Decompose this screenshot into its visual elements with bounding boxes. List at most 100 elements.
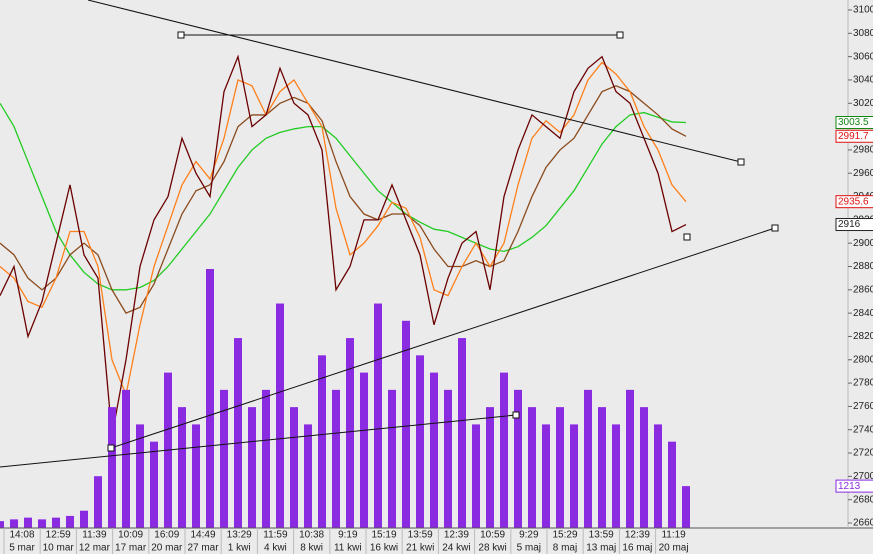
volume-bar <box>290 407 298 528</box>
handle[interactable] <box>616 31 624 39</box>
last-value-tag <box>835 479 873 493</box>
volume-bar <box>248 407 256 528</box>
volume-bar <box>626 389 634 528</box>
x-time-label: 14:49 <box>190 530 215 541</box>
price-line <box>0 102 687 291</box>
x-date-label: 10 mar <box>43 543 75 554</box>
y-tick-label: 2660 <box>853 518 873 529</box>
y-tick-label: 3040 <box>853 75 873 86</box>
x-time-label: 16:09 <box>154 530 179 541</box>
x-date-label: 20 mar <box>151 543 183 554</box>
x-time-label: 12:39 <box>625 530 650 541</box>
handle[interactable] <box>512 411 520 419</box>
volume-bar <box>108 407 116 528</box>
volume-bar <box>220 389 228 528</box>
x-time-label: 13:59 <box>408 530 433 541</box>
handle[interactable] <box>177 31 185 39</box>
x-date-label: 20 maj <box>659 543 689 554</box>
volume-bar <box>654 424 662 528</box>
volume-bar <box>486 407 494 528</box>
x-date-label: 8 maj <box>553 543 577 554</box>
x-time-label: 10:59 <box>480 530 505 541</box>
handle[interactable] <box>107 444 115 452</box>
trendlines <box>0 0 779 468</box>
volume-bar <box>472 424 480 528</box>
volume-bar <box>416 355 424 528</box>
x-time-label: 10:38 <box>299 530 324 541</box>
x-time-label: 9:19 <box>338 530 358 541</box>
x-time-label: 15:19 <box>371 530 396 541</box>
y-tick-label: 2980 <box>853 145 873 156</box>
volume-bar <box>24 517 32 528</box>
volume-bar <box>528 407 536 528</box>
y-tick-label: 3020 <box>853 98 873 109</box>
volume-bar <box>458 338 466 528</box>
volume-bar <box>430 372 438 528</box>
price-line <box>0 85 687 314</box>
handle[interactable] <box>737 158 745 166</box>
x-date-label: 4 kwi <box>264 543 287 554</box>
y-tick-label: 2960 <box>853 168 873 179</box>
volume-bar <box>304 424 312 528</box>
x-time-label: 10:09 <box>118 530 143 541</box>
volume-bar <box>192 424 200 528</box>
y-tick-label: 2820 <box>853 331 873 342</box>
x-time-label: 14:08 <box>9 530 34 541</box>
volume-bar <box>10 519 18 528</box>
volume-bar <box>150 441 158 528</box>
volume-bar <box>0 521 4 528</box>
x-date-label: 24 kwi <box>442 543 470 554</box>
x-time-label: 11:59 <box>263 530 288 541</box>
last-value-label: 2991.7 <box>838 131 869 142</box>
y-tick-label: 3100 <box>853 5 873 16</box>
volume-bar <box>500 372 508 528</box>
axes: 2660 2680 2700 2720 2740 2760 2780 2800 2820 2840… <box>3 5 873 554</box>
x-time-label: 12:59 <box>46 530 71 541</box>
last-value-tag <box>835 116 873 130</box>
trendline <box>87 0 742 163</box>
y-tick-label: 2680 <box>853 494 873 505</box>
volume-bar <box>374 303 382 528</box>
trendline <box>110 227 776 449</box>
y-tick-label: 2880 <box>853 261 873 272</box>
volume-bar <box>542 424 550 528</box>
x-date-label: 5 mar <box>9 543 35 554</box>
volume-bar <box>276 303 284 528</box>
x-date-label: 5 maj <box>517 543 541 554</box>
volume-bar <box>360 372 368 528</box>
handle[interactable] <box>683 233 691 241</box>
volume-bar <box>94 476 102 528</box>
volume-bar <box>584 389 592 528</box>
last-value-tag <box>835 129 873 143</box>
volume-bar <box>388 389 396 528</box>
x-date-label: 16 kwi <box>370 543 398 554</box>
y-tick-label: 2900 <box>853 238 873 249</box>
y-tick-label: 3060 <box>853 51 873 62</box>
x-time-label: 13:29 <box>227 530 252 541</box>
y-tick-label: 2700 <box>853 471 873 482</box>
y-tick-label: 2760 <box>853 401 873 412</box>
last-value-tag <box>835 218 873 232</box>
x-time-label: 11:19 <box>661 530 686 541</box>
volume-bar <box>318 355 326 528</box>
x-date-label: 12 mar <box>79 543 111 554</box>
x-date-label: 13 maj <box>586 543 616 554</box>
volume-bar <box>598 407 606 528</box>
handle[interactable] <box>771 224 779 232</box>
x-date-label: 16 maj <box>622 543 652 554</box>
volume-bar <box>234 338 242 528</box>
volume-bar <box>668 441 676 528</box>
y-tick-label: 2780 <box>853 378 873 389</box>
volume-bar <box>38 519 46 528</box>
volume-bar <box>66 515 74 528</box>
x-date-label: 21 kwi <box>406 543 434 554</box>
y-tick-label: 2840 <box>853 308 873 319</box>
x-time-label: 15:29 <box>552 530 577 541</box>
volume-bar <box>346 338 354 528</box>
y-tick-label: 2720 <box>853 448 873 459</box>
last-value-label: 2916 <box>838 219 861 230</box>
price-line <box>0 61 687 398</box>
y-tick-label: 2800 <box>853 354 873 365</box>
